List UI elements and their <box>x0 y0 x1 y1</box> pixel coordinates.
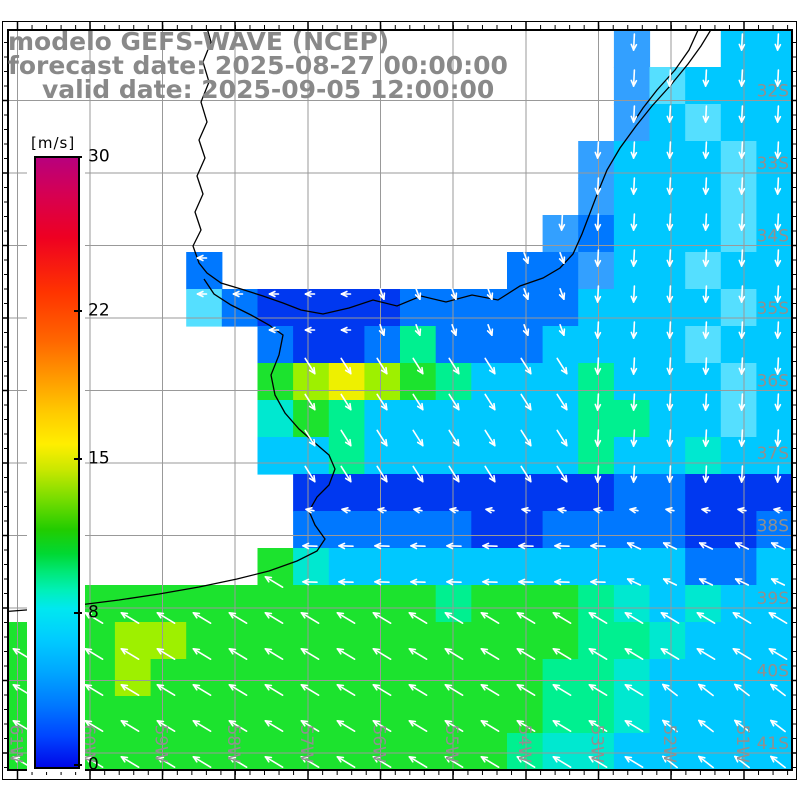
colorbar-tick-label: 15 <box>88 448 110 469</box>
svg-text:56W: 56W <box>369 725 389 764</box>
colorbar-tick-label: 0 <box>88 754 99 775</box>
colorbar-tick <box>74 156 82 158</box>
wind-arrows <box>12 33 788 769</box>
svg-text:57W: 57W <box>296 725 316 764</box>
colorbar-tick <box>74 310 82 312</box>
colorbar-tick-label: 22 <box>88 300 110 321</box>
colorbar-tick-label: 30 <box>88 146 110 167</box>
coastline <box>8 30 712 613</box>
colorbar-tick-label: 8 <box>88 602 99 623</box>
svg-text:55W: 55W <box>441 725 461 764</box>
colorbar-tick <box>74 764 82 766</box>
title-block: modelo GEFS-WAVE (NCEP) forecast date: 2… <box>8 27 508 104</box>
svg-text:52W: 52W <box>659 725 679 764</box>
colorbar-tick <box>74 612 82 614</box>
forecast-date: forecast date: 2025-08-27 00:00:00 <box>8 51 508 80</box>
svg-text:37S: 37S <box>757 444 789 464</box>
svg-text:61W: 61W <box>6 725 26 764</box>
graticule-gridlines <box>8 30 792 770</box>
svg-text:59W: 59W <box>151 725 171 764</box>
svg-text:34S: 34S <box>757 227 789 247</box>
svg-text:38S: 38S <box>757 517 789 537</box>
colorbar-gradient <box>34 156 80 769</box>
svg-text:40S: 40S <box>757 662 789 682</box>
svg-text:39S: 39S <box>757 589 789 609</box>
svg-text:32S: 32S <box>757 82 789 102</box>
svg-text:51W: 51W <box>732 725 752 764</box>
colorbar-unit-label: [m/s] <box>31 134 76 152</box>
valid-date: valid date: 2025-09-05 12:00:00 <box>42 75 495 104</box>
model-title: modelo GEFS-WAVE (NCEP) <box>8 27 390 56</box>
colorbar-tick <box>74 458 82 460</box>
svg-text:33S: 33S <box>757 154 789 174</box>
longitude-labels: 61W 60W 59W 58W 57W 56W 55W 54W 53W 52W 51W <box>6 725 753 764</box>
latitude-labels: 32S 33S 34S 35S 36S 37S 38S 39S 40S 41S <box>757 82 789 755</box>
heatmap-cells <box>8 30 792 770</box>
svg-text:41S: 41S <box>757 734 789 754</box>
svg-text:35S: 35S <box>757 299 789 319</box>
svg-text:53W: 53W <box>587 725 607 764</box>
svg-text:58W: 58W <box>223 725 243 764</box>
svg-text:36S: 36S <box>757 372 789 392</box>
svg-text:54W: 54W <box>514 725 534 764</box>
frame-ticks <box>2 21 797 780</box>
